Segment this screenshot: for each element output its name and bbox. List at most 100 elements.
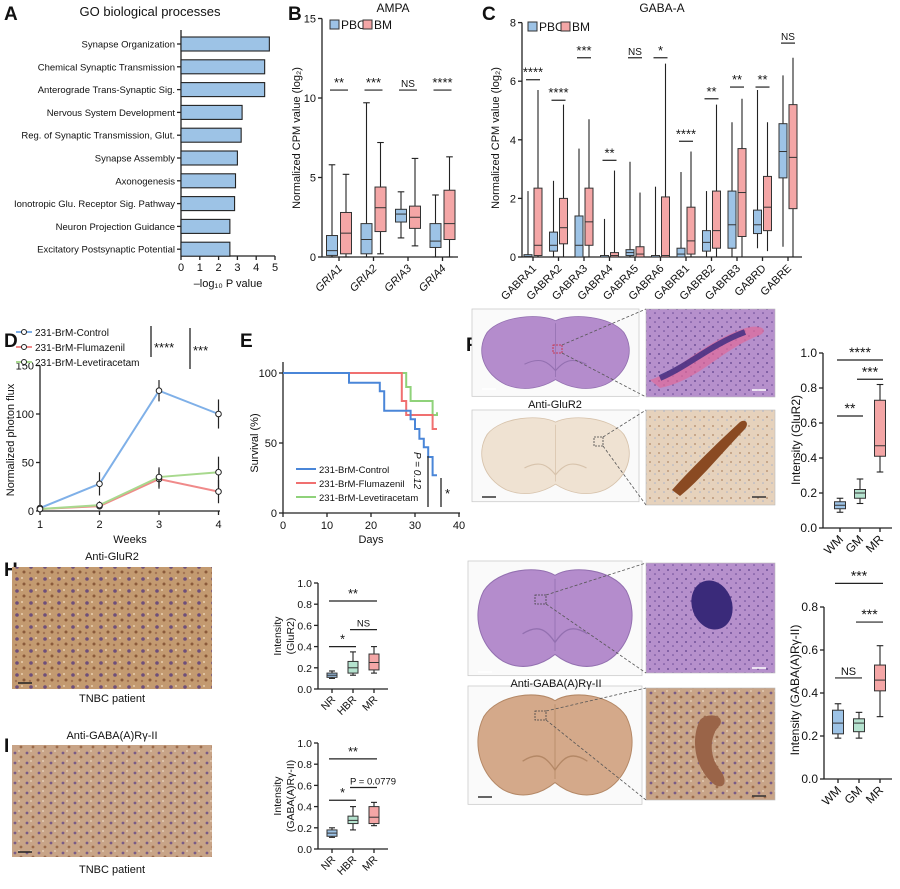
box	[727, 190, 737, 249]
box-plot-bm-gabrd	[763, 122, 772, 252]
box-plot-bm-gabre	[788, 57, 798, 257]
y-axis-label: Normalized CPM value (log₂)	[291, 67, 303, 209]
y-tick-label: 10	[304, 93, 316, 105]
legend-swatch-bm	[362, 19, 373, 30]
category-label: Synapse Assembly	[95, 154, 176, 165]
box	[686, 206, 696, 255]
legend-label: BM	[374, 18, 392, 32]
legend-label: 231-BrM-Control	[319, 465, 389, 476]
category-label: Synapse Organization	[82, 40, 175, 51]
y-tick-label: 0.2	[800, 486, 817, 500]
y-tick-label: 0.4	[801, 686, 818, 700]
y-tick-label: 0.2	[297, 663, 312, 675]
y-axis-label: (GABA(A)Rγ-II)	[285, 760, 297, 832]
series-line-2	[39, 471, 219, 511]
y-tick-label: 150	[16, 361, 34, 373]
significance-label: ****	[548, 85, 568, 100]
box	[874, 399, 886, 457]
y-axis-label: (GluR2)	[285, 618, 297, 655]
box	[395, 208, 407, 223]
data-point	[36, 505, 44, 513]
significance-label: ****	[154, 340, 174, 355]
significance-label: **	[348, 587, 358, 601]
zoom-guide-line	[561, 352, 647, 398]
y-axis-label: Survival (%)	[249, 413, 261, 472]
box	[610, 252, 619, 258]
box-plot-intensity-mr	[874, 645, 886, 718]
y-tick-label: 0.8	[297, 759, 312, 771]
box-plot-bm-gria3	[409, 157, 421, 247]
box-plot-pbc-gabra1	[523, 191, 533, 258]
x-tick-label: 0	[280, 520, 286, 532]
category-label: Axonogenesis	[115, 176, 175, 187]
zoom-guide-line	[545, 603, 647, 674]
y-tick-label: 0	[310, 252, 316, 264]
x-axis-label: Weeks	[113, 534, 147, 546]
box-plot-pbc-gabra3	[574, 148, 584, 258]
category-label: Neuron Projection Guidance	[56, 222, 175, 233]
box-plot-bm-gabra6	[661, 63, 670, 258]
x-tick-label: 1	[37, 519, 43, 531]
region-box	[534, 710, 547, 721]
bar	[180, 173, 237, 189]
image-caption-i: TNBC patient	[79, 864, 145, 876]
significance-label: NS	[841, 666, 856, 678]
y-tick-label: 0.0	[801, 772, 818, 786]
y-axis-label: Normalized photon flux	[5, 383, 17, 496]
he-brain-section-f	[481, 316, 630, 389]
legend-marker	[21, 359, 27, 365]
legend-label: PBC	[539, 20, 564, 34]
bar	[180, 82, 266, 98]
box	[753, 209, 762, 235]
gaba-stained-tumor	[695, 715, 725, 787]
category-label: GRIA4	[417, 263, 449, 295]
x-tick-label: 2	[96, 519, 102, 531]
box-plot-intensity-mr	[368, 801, 380, 827]
significance-label: **	[845, 400, 856, 416]
y-tick-label: 0	[271, 508, 277, 520]
y-tick-label: 1.0	[297, 578, 312, 590]
box-plot-pbc-gria2	[360, 102, 373, 258]
zoom-guide-line	[545, 687, 647, 712]
zoom-guide-line	[545, 562, 647, 596]
category-label: GM	[843, 532, 867, 556]
patient-ihc-image-i	[12, 745, 212, 857]
significance-label: ****	[523, 65, 543, 80]
zoom-guide-line	[602, 409, 647, 438]
series-line-0	[39, 389, 219, 510]
box	[874, 664, 886, 692]
significance-label: ***	[576, 43, 591, 58]
stain-label-f: Anti-GluR2	[528, 399, 582, 411]
tumor-cells	[658, 329, 747, 381]
panel-label-d: D	[4, 331, 18, 352]
significance-label: *	[340, 633, 345, 647]
legend-label: 231-BrM-Control	[35, 328, 109, 339]
category-label: Nervous System Development	[47, 108, 176, 119]
data-point	[96, 480, 103, 488]
chart-title: GO biological processes	[80, 4, 221, 19]
bar	[180, 36, 270, 52]
category-label: Ionotropic Glu. Receptor Sig. Pathway	[14, 199, 175, 210]
box-plot-bm-gabra2	[559, 104, 568, 257]
data-point	[155, 387, 163, 395]
box	[853, 718, 865, 733]
y-tick-label: 0.6	[801, 643, 818, 657]
category-label: Reg. of Synaptic Transmission, Glut.	[21, 131, 175, 142]
chart-title: GABA-A	[639, 1, 684, 15]
significance-label: *	[445, 486, 450, 501]
y-tick-label: 5	[310, 173, 316, 185]
box-plot-pbc-gabra2	[549, 180, 558, 257]
y-tick-label: 0	[510, 252, 516, 264]
category-label: HBR	[335, 693, 359, 717]
category-label: GRIA3	[382, 262, 414, 294]
p-value-annotation: P = 0.12	[411, 452, 422, 490]
category-label: MR	[863, 532, 886, 555]
box-plot-intensity-mr	[368, 646, 380, 674]
image-title-h: Anti-GluR2	[85, 551, 139, 563]
stain-label-g: Anti-GABA(A)Rγ-II	[510, 678, 601, 690]
ventricle	[524, 359, 587, 372]
box-plot-intensity-hbr	[347, 806, 359, 831]
y-tick-label: 0.0	[297, 684, 312, 696]
x-tick-label: 10	[321, 520, 333, 532]
